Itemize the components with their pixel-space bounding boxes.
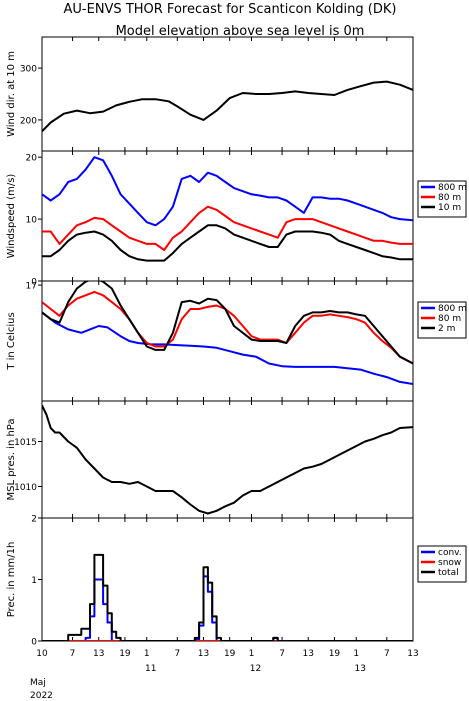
day-label: 13 (355, 664, 366, 674)
series-2-m (42, 281, 413, 365)
legend-label: 2 m (438, 324, 455, 334)
series-10-m (42, 224, 413, 262)
y-tick-label: 200 (20, 116, 37, 126)
x-tick-label: 1 (353, 649, 359, 659)
x-tick-label: 13 (407, 649, 418, 659)
x-tick-label: 13 (198, 649, 209, 659)
y-tick-label: 2 (31, 515, 37, 525)
series-800-m (42, 311, 413, 385)
x-tick-label: 7 (384, 649, 390, 659)
legend-label: 80 m (438, 314, 461, 324)
panel-2: 0 10 20 Windspeed (m/s) 800 m80 m10 m (6, 150, 467, 288)
legend: 800 m80 m2 m (417, 301, 467, 339)
x-tick-label: 19 (119, 649, 131, 659)
y-tick-label: 1 (31, 576, 37, 586)
day-label: 12 (250, 664, 261, 674)
panel-frame (41, 36, 414, 152)
title-line-1: AU-ENVS THOR Forecast for Scanticon Kold… (64, 2, 397, 17)
legend-label: 800 m (438, 304, 467, 314)
panel-frame (41, 400, 414, 519)
y-tick-label: 1010 (14, 483, 37, 493)
year-label: 2022 (30, 691, 53, 701)
y-tick-label: 0 (31, 638, 37, 648)
series-total (42, 553, 413, 641)
legend-label: total (438, 568, 459, 578)
y-axis-label: Windspeed (m/s) (6, 174, 17, 259)
y-tick-label: 20 (26, 154, 38, 164)
day-label: 11 (145, 664, 156, 674)
y-tick-label: 17 (26, 282, 37, 292)
y-tick-label: 300 (20, 65, 37, 75)
series-line (42, 80, 413, 133)
series-line (42, 405, 413, 515)
month-label: Maj (30, 678, 46, 688)
y-axis-label: Prec. in mm/1h (6, 542, 17, 618)
x-tick-label: 1 (249, 649, 255, 659)
series-80-m (42, 290, 413, 365)
y-axis-label: T in Celcius (6, 312, 17, 370)
x-tick-label: 19 (329, 649, 341, 659)
x-tick-label: 7 (279, 649, 285, 659)
panel-frame (41, 150, 414, 282)
x-axis: 10 7 13 19 1 7 13 19 1 7 13 19 1 7 13 11 12 13 Maj 2022 (30, 649, 419, 701)
y-tick-label: 10 (26, 216, 38, 226)
panel-3: 17 T in Celcius 800 m80 m2 m (6, 280, 467, 402)
y-axis-label: MSL pres. in hPa (6, 418, 17, 500)
x-tick-label: 1 (144, 649, 150, 659)
x-tick-label: 7 (174, 649, 180, 659)
legend-label: 800 m (438, 183, 467, 193)
legend: 800 m80 m10 m (417, 180, 467, 218)
title-line-2: Model elevation above sea level is 0m (116, 24, 365, 39)
y-tick-label: 1015 (14, 438, 37, 448)
legend-label: snow (438, 558, 461, 568)
x-tick-label: 7 (70, 649, 76, 659)
series-conv- (42, 575, 413, 641)
legend-label: conv. (438, 548, 462, 558)
panel-frame (41, 280, 414, 402)
x-tick-label: 13 (303, 649, 314, 659)
x-tick-label: 10 (36, 649, 48, 659)
y-tick-label: 0 (31, 278, 37, 288)
x-tick-label: 13 (93, 649, 104, 659)
x-tick-label: 19 (224, 649, 236, 659)
series-80-m (42, 205, 413, 251)
legend-label: 80 m (438, 193, 461, 203)
series-800-m (42, 156, 413, 227)
y-axis-label: Wind dir. at 10 m (6, 51, 17, 137)
legend-label: 10 m (438, 203, 461, 213)
